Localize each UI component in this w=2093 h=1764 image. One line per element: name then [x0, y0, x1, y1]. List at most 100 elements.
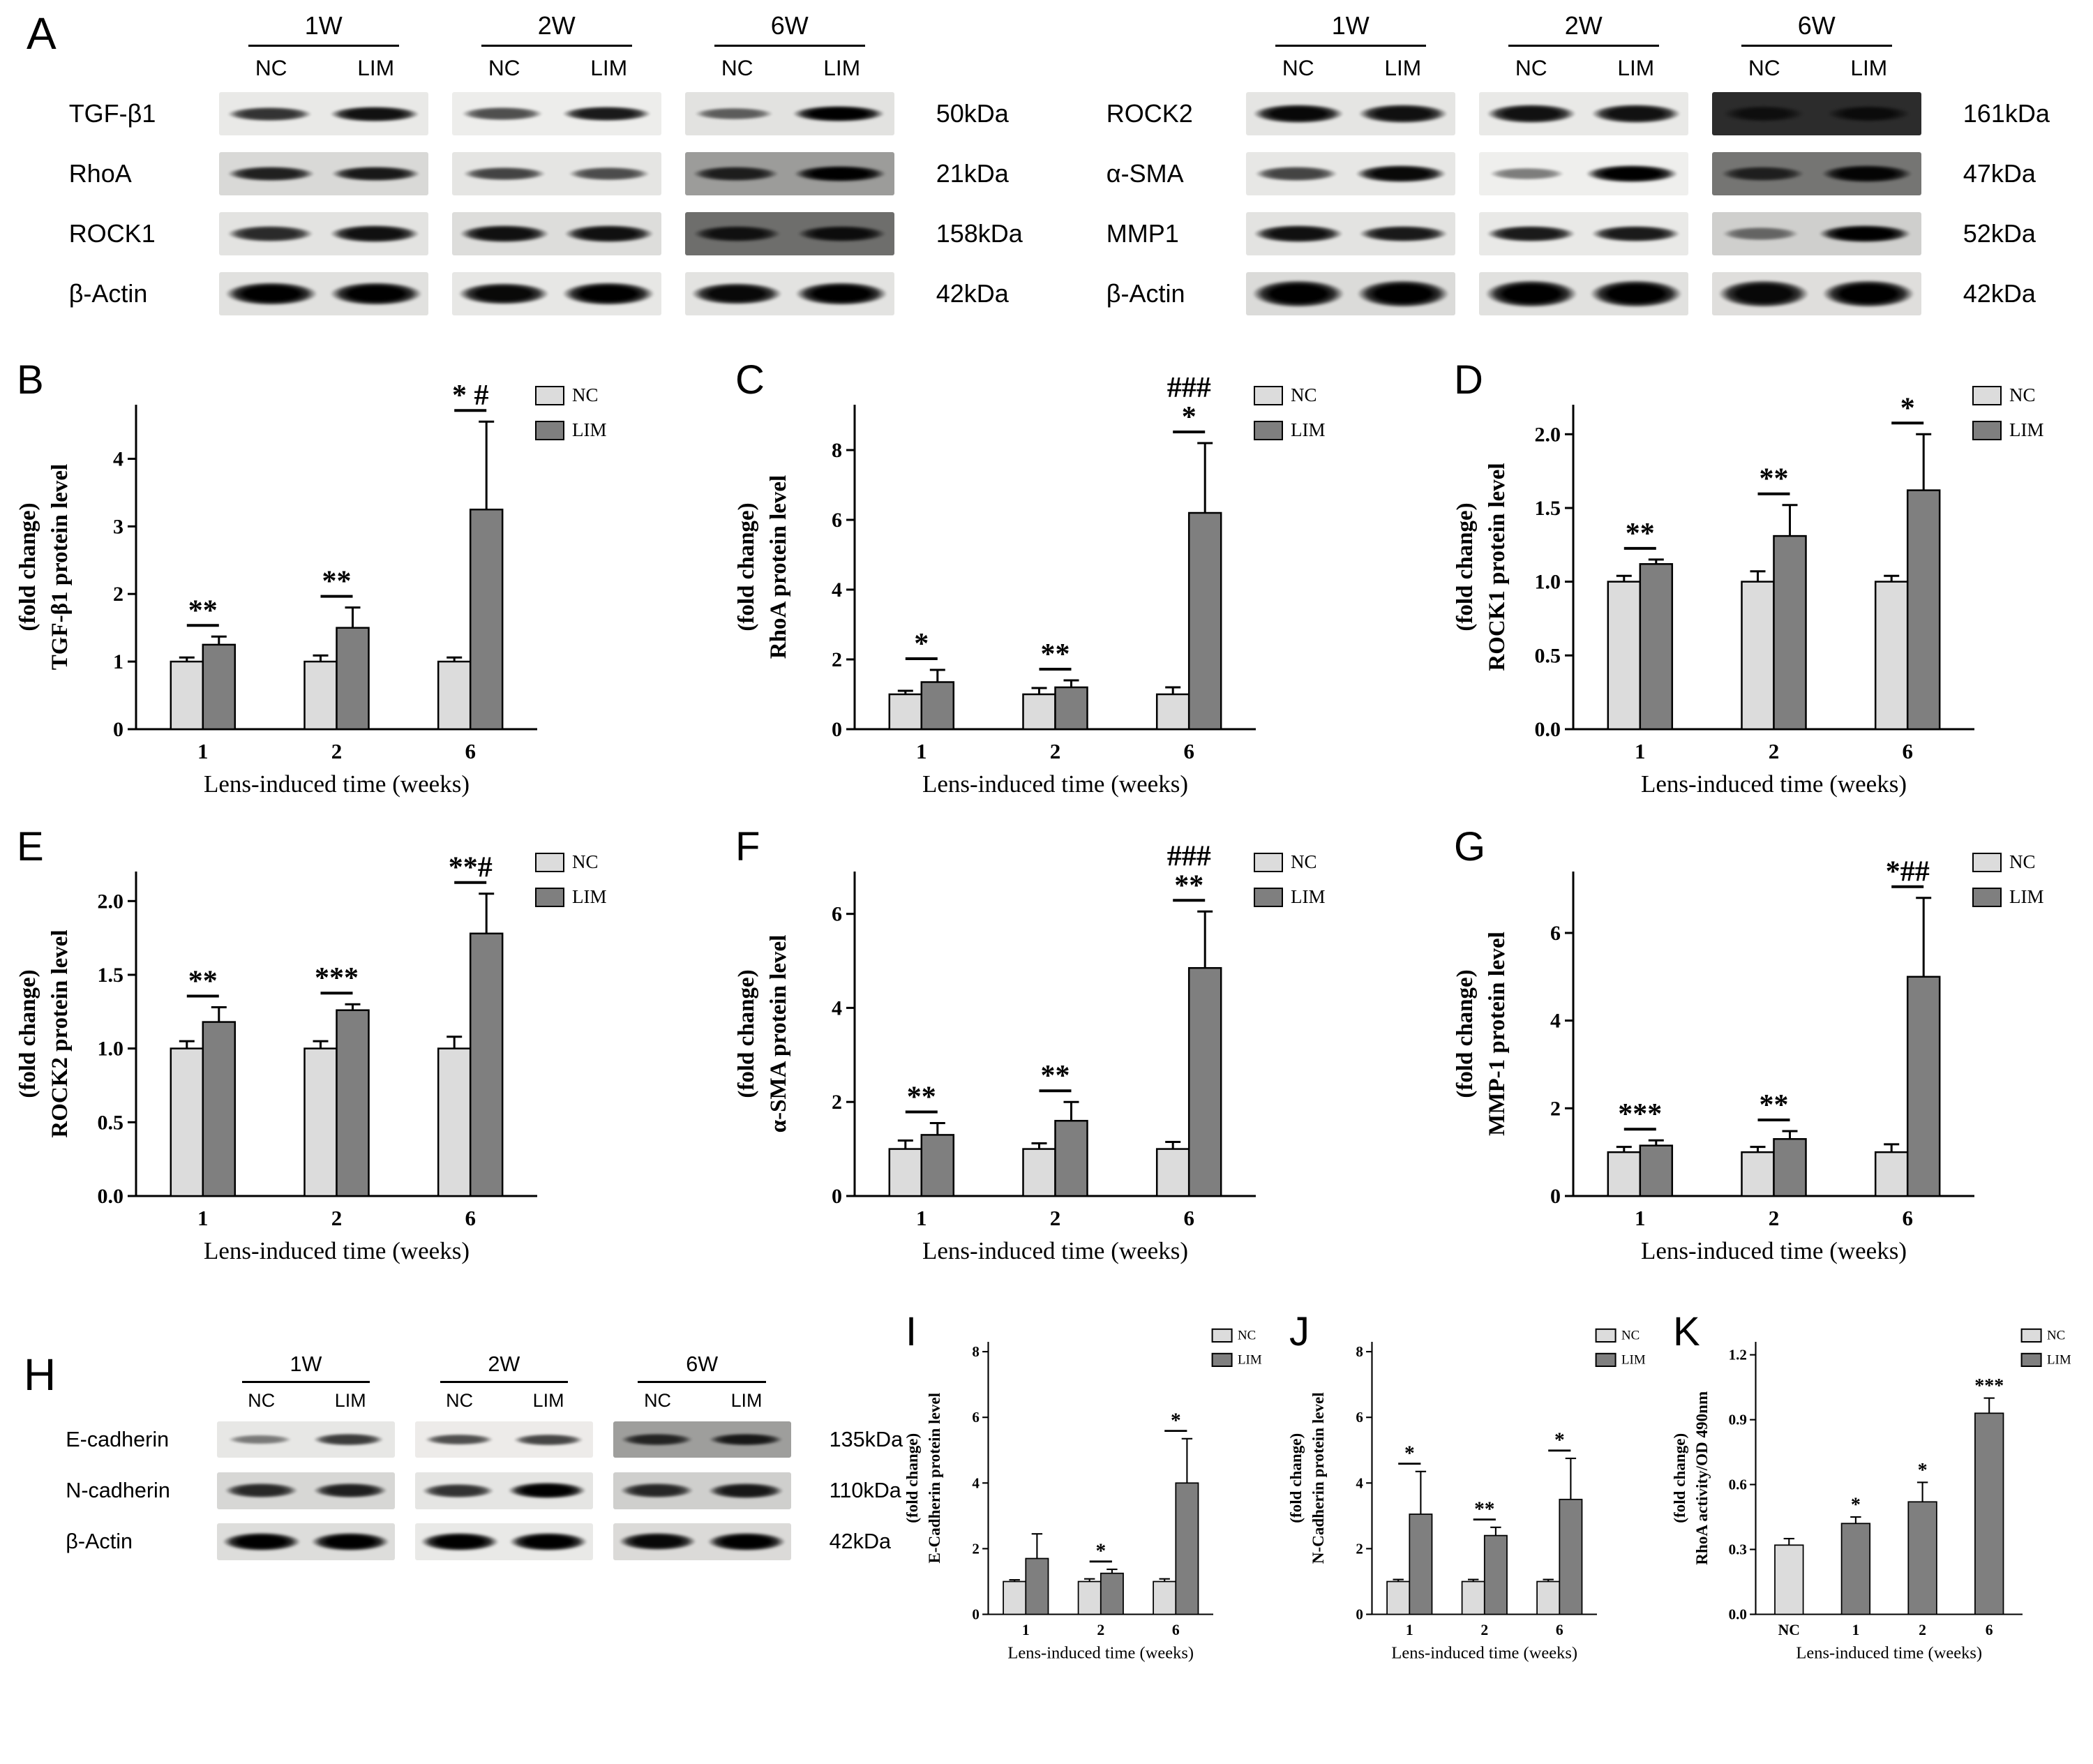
legend-label: LIM	[2009, 419, 2044, 440]
blot-band	[311, 1532, 390, 1551]
blot-row: MMP1 52kDa	[1106, 212, 2050, 255]
bar-lim	[1100, 1572, 1124, 1615]
blot-band	[459, 225, 549, 243]
x-tick-label: 1	[1406, 1622, 1413, 1638]
y-axis-label-line1: (fold change)	[903, 1433, 921, 1523]
x-axis-label: Lens-induced time (weeks)	[1641, 770, 1907, 798]
y-tick-label: 0.5	[98, 1111, 124, 1134]
lane-label: LIM	[1384, 55, 1422, 80]
x-axis-label: Lens-induced time (weeks)	[922, 1237, 1188, 1264]
bar-nc	[1077, 1580, 1102, 1615]
blot-band	[792, 105, 885, 122]
x-tick-label: 6	[1172, 1622, 1180, 1638]
significance-marker: *	[1171, 1410, 1181, 1432]
kda-label: 21kDa	[936, 159, 1009, 188]
significance-marker: ***	[1618, 1098, 1662, 1130]
x-tick-label: 2	[1769, 1206, 1780, 1230]
blot-band	[222, 1532, 301, 1551]
blot-lane-box	[684, 212, 894, 255]
x-tick-label: 2	[1050, 1206, 1061, 1230]
blot-band	[1253, 103, 1344, 124]
y-tick-label: 4	[972, 1474, 980, 1491]
blot-band	[1722, 227, 1799, 241]
blot-lane-box	[684, 272, 894, 315]
blot-band	[797, 225, 886, 243]
x-tick-label: 6	[1556, 1622, 1563, 1638]
bar-nc	[1741, 581, 1775, 731]
x-tick-label: 2	[1769, 739, 1780, 763]
legend-label: NC	[1238, 1329, 1256, 1343]
blot-lane-labels: NC LIM	[685, 55, 894, 81]
protein-label: E-cadherin	[66, 1427, 170, 1451]
y-tick-label: 8	[972, 1343, 980, 1360]
x-tick-label: 6	[1183, 1206, 1194, 1230]
lane-label: LIM	[357, 55, 395, 80]
blot-timepoint-label: 2W	[1479, 11, 1688, 47]
blot-lane-box	[218, 272, 428, 315]
blot-band	[463, 167, 546, 181]
legend-label: NC	[572, 851, 599, 872]
bar-lim	[1187, 511, 1222, 731]
legend-swatch	[1972, 421, 2002, 440]
bar-lim	[1773, 1138, 1807, 1197]
significance-marker: *	[1182, 401, 1196, 433]
kda-label: 52kDa	[1963, 219, 2036, 248]
blot-band	[1591, 104, 1681, 124]
blot-band	[618, 1532, 696, 1551]
x-axis-label: Lens-induced time (weeks)	[922, 770, 1188, 798]
y-tick-label: 4	[1356, 1474, 1363, 1491]
bottom-row: H 1W 2W 6W NC LIM NC LIM NC LIM E-cadherin 135kDa N…	[14, 1308, 2079, 1674]
bar-nc	[303, 660, 338, 731]
y-axis-label-line1: (fold change)	[734, 969, 759, 1098]
blot-band	[795, 282, 888, 306]
x-tick-label: 6	[1986, 1622, 1993, 1638]
y-axis-label-line1: (fold change)	[734, 502, 759, 631]
x-tick-label: 1	[1852, 1622, 1860, 1638]
significance-marker: *	[1096, 1540, 1106, 1562]
blot-band	[461, 107, 543, 121]
bar-lim	[469, 508, 504, 731]
lane-label: LIM	[823, 55, 861, 80]
blot-band	[513, 1433, 583, 1446]
lane-label: LIM	[334, 1390, 366, 1412]
y-tick-label: 0	[972, 1606, 980, 1623]
blot-band	[1819, 224, 1912, 244]
blot-lane-labels: NC LIM	[613, 1390, 791, 1412]
legend-label: NC	[2009, 851, 2036, 872]
x-tick-label: 6	[1183, 739, 1194, 763]
significance-marker: **	[1041, 1060, 1070, 1092]
blot-lane-labels: NC LIM	[1712, 55, 1921, 81]
blot-lane-labels: NC LIM	[1479, 55, 1688, 81]
legend-label: LIM	[1621, 1353, 1646, 1368]
y-tick-label: 3	[113, 515, 123, 538]
significance-marker: ***	[1974, 1375, 2004, 1397]
blot-band	[620, 1483, 694, 1499]
y-tick-label: 6	[832, 509, 842, 532]
bar-lim	[1906, 976, 1941, 1197]
y-axis-label-line1: (fold change)	[1453, 502, 1478, 631]
legend-swatch	[1595, 1352, 1616, 1368]
lane-label: NC	[488, 55, 520, 80]
bar-lim	[1907, 1501, 1937, 1615]
blot-row: N-cadherin 110kDa	[66, 1472, 903, 1509]
bar-nc	[1607, 1151, 1642, 1197]
panel-letter: C	[735, 357, 765, 403]
y-tick-label: 0	[113, 718, 123, 741]
blot-band	[1254, 225, 1344, 243]
blot-band	[1591, 225, 1681, 243]
y-tick-label: 2	[832, 648, 842, 671]
bar-nc	[1874, 1151, 1909, 1197]
blot-lane-box	[613, 1523, 791, 1560]
blot-lane-box	[1478, 212, 1688, 255]
blot-lane-box	[216, 1472, 395, 1509]
bar-nc	[1155, 1148, 1190, 1197]
blot-lane-box	[1478, 272, 1688, 315]
blot-band	[227, 225, 313, 242]
blot-band	[1358, 225, 1448, 243]
y-axis-label-line2: RhoA activity/OD 490nm	[1693, 1391, 1711, 1565]
blot-band	[569, 167, 650, 181]
blot-row: ROCK2 161kDa	[1106, 92, 2050, 135]
blot-lane-box	[613, 1421, 791, 1458]
y-axis-label-line2: ROCK2 protein level	[47, 929, 73, 1137]
